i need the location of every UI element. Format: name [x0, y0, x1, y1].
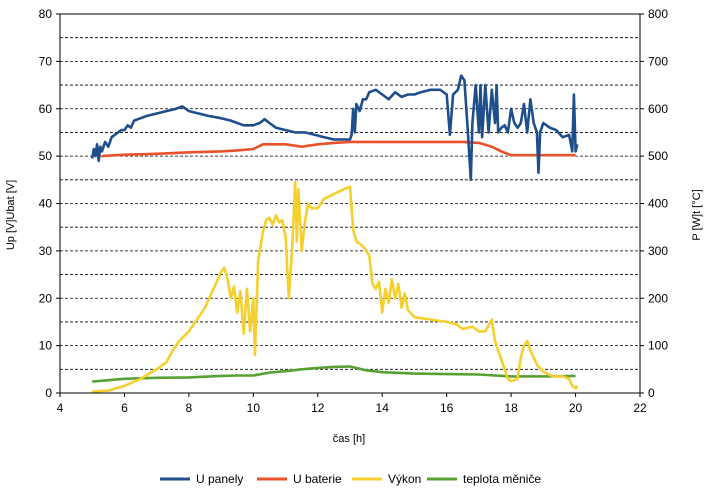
legend: U panely U baterie Výkon teplota měniče [160, 472, 541, 486]
y-tick-label-left: 50 [39, 149, 53, 163]
series-line-4 [92, 365, 576, 383]
y-tick-label-right: 100 [648, 339, 668, 353]
axes [56, 13, 644, 397]
y-tick-label-left: 10 [39, 339, 53, 353]
y-tick-label-left: 0 [45, 386, 52, 400]
y-tick-label-right: 700 [648, 54, 668, 68]
y-tick-label-left: 40 [39, 197, 53, 211]
y-axis-label-left: Up [V]Ubat [V] [5, 180, 17, 250]
y-tick-label-left: 80 [39, 7, 53, 21]
legend-label: Výkon [388, 472, 421, 486]
x-tick-label: 10 [247, 401, 261, 415]
tick-labels: 0102030405060708001002003004005006007008… [39, 7, 669, 415]
x-tick-label: 12 [311, 401, 325, 415]
series-line-2 [101, 140, 576, 158]
y-tick-label-left: 20 [39, 291, 53, 305]
y-tick-label-left: 60 [39, 102, 53, 116]
y-tick-label-right: 400 [648, 197, 668, 211]
x-tick-label: 16 [440, 401, 454, 415]
y-tick-label-right: 500 [648, 149, 668, 163]
y-tick-label-right: 800 [648, 7, 668, 21]
legend-label: teplota měniče [463, 472, 541, 486]
x-tick-label: 6 [121, 401, 128, 415]
x-tick-label: 14 [376, 401, 390, 415]
y-tick-label-right: 600 [648, 102, 668, 116]
x-tick-label: 4 [57, 401, 64, 415]
series-line-3 [92, 180, 579, 393]
series-line-1 [90, 74, 579, 182]
x-axis-label: čas [h] [333, 433, 365, 445]
y-tick-label-left: 70 [39, 54, 53, 68]
y-tick-label-right: 0 [648, 386, 655, 400]
legend-label: U panely [196, 472, 243, 486]
legend-label: U baterie [293, 472, 342, 486]
y-tick-label-right: 300 [648, 244, 668, 258]
y-axis-label-right: P [W]t [°C] [691, 189, 703, 240]
x-tick-label: 18 [504, 401, 518, 415]
x-tick-label: 8 [186, 401, 193, 415]
x-tick-label: 20 [569, 401, 583, 415]
series-layer [90, 74, 579, 393]
x-tick-label: 22 [633, 401, 647, 415]
y-tick-label-right: 200 [648, 291, 668, 305]
y-tick-label-left: 30 [39, 244, 53, 258]
